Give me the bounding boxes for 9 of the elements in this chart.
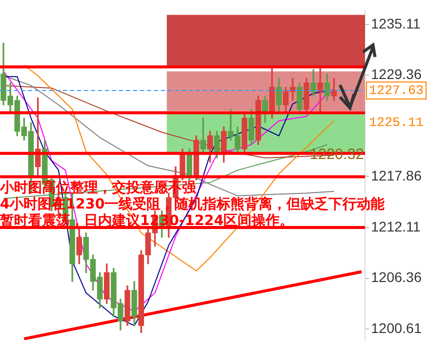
ref-line-label: 1227.63 xyxy=(369,82,424,98)
ref-line-label: 1225.11 xyxy=(369,115,424,130)
y-tick-label: 1217.86 xyxy=(371,168,422,184)
y-tick-label: 1200.61 xyxy=(371,320,422,336)
annotation: 1220.32 xyxy=(310,146,364,164)
y-tick-label: 1206.36 xyxy=(371,269,422,286)
y-tick-label: 1235.11 xyxy=(371,15,421,32)
y-tick-label: 1212.11 xyxy=(371,218,421,234)
y-tick-label: 1229.36 xyxy=(371,66,422,82)
